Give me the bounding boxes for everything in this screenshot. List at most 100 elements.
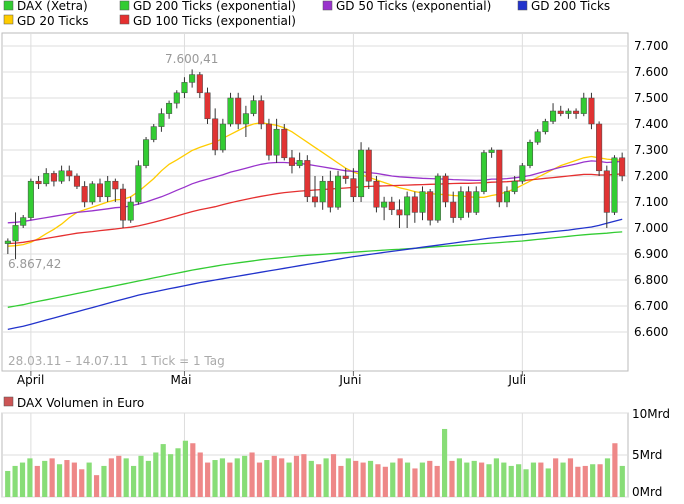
volume-bar (427, 460, 433, 497)
volume-bar (86, 462, 92, 497)
legend-swatch-dax (3, 0, 14, 11)
volume-bar (316, 464, 322, 497)
candle-body (212, 118, 219, 151)
price-y-tick-label: 7.600 (634, 65, 668, 79)
candle-body (381, 201, 388, 208)
candle-body (404, 196, 411, 216)
volume-bar (397, 458, 403, 497)
candle-body (288, 157, 295, 166)
date-range-label: 28.03.11 – 14.07.11 (8, 354, 129, 368)
low-label: 6.867,42 (8, 257, 61, 271)
volume-bar (19, 462, 26, 497)
volume-bar (464, 462, 470, 497)
legend-swatch-ema100 (119, 14, 130, 25)
volume-bar (501, 462, 507, 497)
volume-bar (5, 470, 11, 497)
candle-body (557, 110, 564, 114)
candle-body (120, 188, 127, 221)
candle-body (534, 131, 541, 143)
volume-bar (93, 475, 100, 497)
candle-body (511, 180, 518, 192)
price-y-tick-label: 7.000 (634, 221, 668, 235)
candle-body (388, 201, 395, 211)
candle-body (373, 180, 380, 208)
volume-bar (64, 460, 70, 497)
volume-bar (205, 462, 211, 497)
candle-body (204, 92, 211, 120)
price-y-axis: 7.700 7.600 7.500 7.400 7.300 7.200 7.100 7.000… (634, 39, 668, 339)
price-y-tick-label: 7.400 (634, 117, 668, 131)
volume-bar (256, 462, 263, 497)
candle-body (342, 175, 349, 179)
legend-label-sma200: GD 200 Ticks (531, 0, 610, 13)
volume-bar (190, 443, 196, 497)
candle-body (473, 191, 480, 213)
volume-bar (27, 458, 33, 497)
candle-body (573, 110, 580, 114)
volume-bar (197, 452, 203, 497)
volume-bar (360, 462, 366, 497)
volume-bar (456, 458, 462, 497)
volume-bar (308, 460, 314, 497)
volume-bar (234, 458, 240, 497)
candle-body (427, 191, 434, 221)
volume-bar (168, 454, 174, 497)
volume-bar (345, 458, 351, 497)
candle-body (96, 183, 104, 198)
candle-body (480, 152, 487, 192)
candle-body (419, 191, 426, 213)
volume-bar (242, 455, 248, 497)
volume-y-tick-label: 10Mrd (632, 407, 670, 421)
candle-body (450, 201, 457, 218)
candle-body (396, 209, 403, 216)
price-y-tick-label: 6.800 (634, 273, 668, 287)
candle-body (27, 180, 34, 218)
volume-bar (404, 462, 411, 497)
volume-bar (471, 460, 477, 497)
volume-bar (79, 469, 85, 497)
volume-bar (279, 458, 285, 497)
candle-body (565, 110, 572, 114)
volume-bar (441, 428, 448, 497)
ma-line-gd-200-ticks (7, 218, 623, 331)
price-y-tick-label: 7.100 (634, 195, 668, 209)
legend-swatch-ema50 (322, 0, 333, 11)
candle-body (465, 191, 472, 213)
candle-body (81, 186, 88, 203)
volume-bar (130, 465, 137, 497)
candle-body (104, 180, 111, 198)
candle-body (12, 225, 19, 242)
price-y-tick-label: 7.700 (634, 39, 668, 53)
candle-body (43, 173, 50, 185)
volume-bar (545, 468, 551, 497)
volume-bar (219, 458, 226, 497)
volume-bar (575, 466, 581, 497)
candle-body (611, 157, 618, 213)
candle-body (457, 191, 464, 218)
volume-bar (612, 443, 618, 497)
volume-bar (71, 462, 77, 497)
legend-label-dax: DAX (Xetra) (17, 0, 88, 13)
candle-body (619, 157, 626, 177)
volume-bar (538, 462, 544, 497)
volume-bar (449, 460, 455, 497)
candle-body (434, 175, 441, 221)
volume-bar (323, 458, 329, 497)
candle-body (112, 180, 119, 190)
candle-body (50, 173, 57, 182)
price-y-tick-label: 6.600 (634, 325, 668, 339)
candle-body (219, 123, 226, 151)
volume-bar (49, 458, 55, 497)
candle-body (503, 191, 510, 203)
candle-body (350, 178, 357, 198)
candle-body (135, 165, 142, 203)
volume-bar (249, 452, 255, 497)
volume-bar (419, 462, 425, 497)
x-tick-label: Mai (170, 373, 191, 387)
volume-bar (530, 462, 537, 497)
volume-bar (619, 465, 625, 497)
volume-bar (212, 460, 218, 497)
volume-bar (42, 460, 48, 497)
